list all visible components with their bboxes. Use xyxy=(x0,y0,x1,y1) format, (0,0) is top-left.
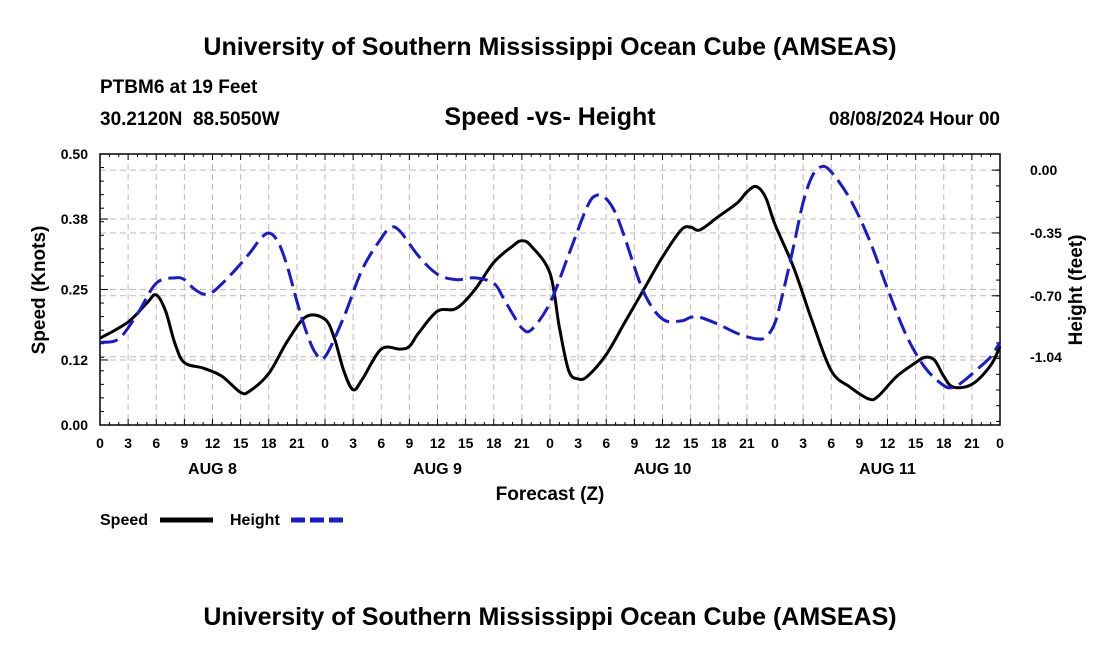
station-label: PTBM6 at 19 Feet xyxy=(100,77,258,98)
right-y-tick-label: -1.04 xyxy=(1030,349,1062,365)
legend-height-label: Height xyxy=(230,512,280,529)
left-y-axis: 0.00 0.12 0.25 0.38 0.50 xyxy=(61,146,108,433)
x-tick-label: 6 xyxy=(602,435,610,451)
series-layer xyxy=(99,164,1002,402)
x-tick-label: 12 xyxy=(205,435,221,451)
x-day-label: AUG 10 xyxy=(634,461,692,478)
left-y-tick-label: 0.12 xyxy=(61,352,88,368)
left-y-tick-label: 0.25 xyxy=(61,282,88,298)
x-axis-title: Forecast (Z) xyxy=(496,484,605,505)
x-axis: 0 3 6 9 12 15 18 21 0 3 6 9 12 15 18 21 0 3 6 9 12 15 18 21 0 3 6 9… xyxy=(96,154,1004,478)
x-tick-label: 0 xyxy=(771,435,779,451)
main-title: University of Southern Mississippi Ocean… xyxy=(203,33,896,61)
x-tick-label: 9 xyxy=(405,435,413,451)
x-tick-label: 12 xyxy=(655,435,671,451)
x-tick-label: 21 xyxy=(964,435,980,451)
x-tick-label: 3 xyxy=(799,435,807,451)
left-axis-title: Speed (Knots) xyxy=(29,226,50,355)
right-y-tick-label: -0.35 xyxy=(1030,225,1062,241)
x-tick-label: 0 xyxy=(546,435,554,451)
x-tick-label: 9 xyxy=(855,435,863,451)
x-tick-label: 18 xyxy=(261,435,277,451)
grid xyxy=(100,154,1000,425)
left-y-tick-label: 0.38 xyxy=(61,211,88,227)
left-y-tick-label: 0.00 xyxy=(61,417,88,433)
x-tick-label: 12 xyxy=(430,435,446,451)
right-y-axis: 0.00 -0.35 -0.70 -1.04 xyxy=(992,162,1062,422)
series-speed-line xyxy=(99,184,1002,402)
left-y-tick-label: 0.50 xyxy=(61,146,88,162)
x-tick-label: 12 xyxy=(880,435,896,451)
x-day-label: AUG 8 xyxy=(188,461,237,478)
x-tick-label: 15 xyxy=(683,435,699,451)
chart-subtitle: Speed -vs- Height xyxy=(444,103,656,131)
x-tick-label: 18 xyxy=(936,435,952,451)
x-day-label: AUG 11 xyxy=(859,461,916,478)
x-tick-label: 6 xyxy=(152,435,160,451)
x-tick-label: 0 xyxy=(996,435,1004,451)
x-tick-label: 18 xyxy=(486,435,502,451)
x-tick-label: 9 xyxy=(630,435,638,451)
x-tick-label: 21 xyxy=(514,435,530,451)
legend: Speed Height xyxy=(100,512,343,529)
x-tick-label: 21 xyxy=(739,435,755,451)
x-tick-label: 3 xyxy=(349,435,357,451)
x-tick-label: 15 xyxy=(458,435,474,451)
x-day-label: AUG 9 xyxy=(413,461,462,478)
x-tick-label: 0 xyxy=(96,435,104,451)
x-tick-label: 0 xyxy=(321,435,329,451)
legend-speed-label: Speed xyxy=(100,512,148,529)
x-tick-label: 18 xyxy=(711,435,727,451)
coords-label: 30.2120N 88.5050W xyxy=(100,109,280,130)
x-tick-label: 9 xyxy=(180,435,188,451)
x-tick-label: 21 xyxy=(289,435,305,451)
x-tick-label: 3 xyxy=(124,435,132,451)
x-tick-label: 15 xyxy=(908,435,924,451)
x-tick-label: 6 xyxy=(827,435,835,451)
x-tick-label: 6 xyxy=(377,435,385,451)
right-axis-title: Height (feet) xyxy=(1066,235,1087,346)
footer-title: University of Southern Mississippi Ocean… xyxy=(203,603,896,631)
x-tick-label: 15 xyxy=(233,435,249,451)
x-tick-label: 3 xyxy=(574,435,582,451)
right-y-tick-label: -0.70 xyxy=(1030,288,1062,304)
right-y-tick-label: 0.00 xyxy=(1030,162,1057,178)
series-height-line xyxy=(99,164,1002,390)
date-label: 08/08/2024 Hour 00 xyxy=(829,109,1000,130)
